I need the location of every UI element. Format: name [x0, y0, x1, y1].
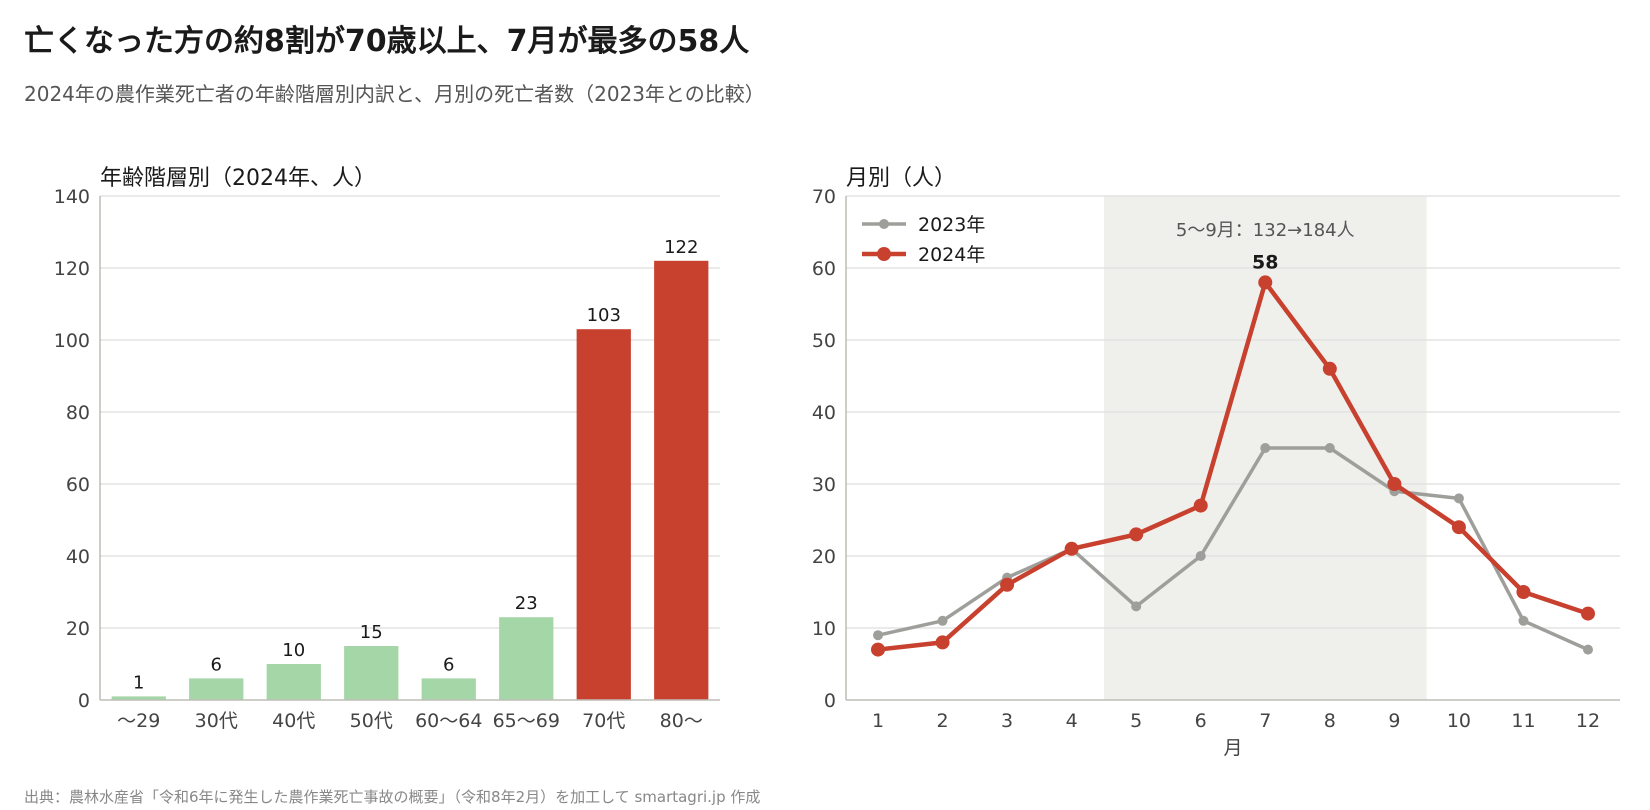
bar-3 — [266, 664, 321, 700]
series-point-2023年 — [873, 630, 883, 641]
legend-marker-2023年 — [879, 219, 889, 229]
month-panel-title: 月別（人） — [846, 166, 957, 191]
chart-subtitle: 2024年の農作業死亡者の年齢階層別内訳と、月別の死亡者数（2023年との比較） — [24, 82, 765, 106]
line-x-axis-title: 月 — [1223, 737, 1242, 759]
bar-y-tick-label: 0 — [78, 690, 90, 712]
bar-y-tick-label: 100 — [54, 330, 90, 352]
line-x-tick-label: 4 — [1066, 710, 1078, 732]
peak-annotation: 58 — [1252, 251, 1278, 273]
line-y-tick-label: 30 — [812, 474, 836, 496]
legend-label: 2024年 — [918, 244, 985, 266]
bar-y-tick-label: 60 — [66, 474, 90, 496]
line-y-tick-label: 10 — [812, 618, 836, 640]
series-point-2024年 — [935, 635, 950, 650]
legend-marker-2024年 — [877, 247, 891, 261]
bar-value-label: 6 — [211, 654, 222, 675]
shaded-season-label: 5〜9月：132→184人 — [1176, 220, 1355, 241]
bar-y-tick-label: 120 — [54, 258, 90, 280]
bar-value-label: 122 — [664, 237, 698, 258]
bar-x-tick-label: 70代 — [582, 710, 625, 732]
bar-4 — [344, 646, 399, 700]
bar-y-tick-label: 20 — [66, 618, 90, 640]
series-point-2024年 — [1516, 585, 1531, 599]
bar-x-tick-label: 60〜64 — [415, 710, 482, 732]
line-y-tick-label: 60 — [812, 258, 836, 280]
bar-x-tick-label: 〜29 — [117, 710, 160, 732]
series-point-2024年 — [1000, 577, 1015, 592]
bar-x-tick-label: 30代 — [195, 710, 238, 732]
series-point-2023年 — [937, 615, 948, 626]
line-x-tick-label: 10 — [1447, 710, 1471, 732]
series-point-2023年 — [1453, 493, 1464, 504]
legend-label: 2023年 — [918, 214, 985, 236]
bar-x-tick-label: 40代 — [272, 710, 315, 732]
series-point-2024年 — [1451, 520, 1466, 535]
bar-value-label: 103 — [587, 305, 621, 326]
bar-2 — [189, 678, 244, 700]
bar-x-tick-label: 80〜 — [660, 710, 703, 732]
line-x-tick-label: 3 — [1001, 710, 1013, 732]
series-point-2023年 — [1518, 615, 1529, 626]
line-y-tick-label: 20 — [812, 546, 836, 568]
series-point-2024年 — [1129, 527, 1144, 542]
bar-5 — [421, 678, 476, 700]
series-point-2023年 — [1131, 601, 1142, 612]
bar-value-label: 10 — [282, 640, 305, 661]
line-x-tick-label: 9 — [1388, 710, 1400, 732]
chart-title: 亡くなった方の約8割が70歳以上、7月が最多の58人 — [24, 24, 750, 59]
series-point-2024年 — [1387, 477, 1402, 491]
series-point-2024年 — [1581, 606, 1595, 621]
bar-y-tick-label: 140 — [54, 186, 90, 208]
bar-1 — [111, 696, 166, 700]
bar-value-label: 1 — [133, 672, 144, 693]
bar-y-tick-label: 80 — [66, 402, 90, 424]
line-x-tick-label: 2 — [936, 710, 948, 732]
source-footer: 出典：農林水産省「令和6年に発生した農作業死亡事故の概要」（令和8年2月）を加工… — [24, 788, 761, 806]
bar-value-label: 6 — [443, 654, 454, 675]
line-x-tick-label: 1 — [872, 710, 884, 732]
line-x-tick-label: 12 — [1576, 710, 1600, 732]
series-point-2024年 — [1064, 541, 1079, 556]
bar-6 — [499, 617, 554, 700]
series-point-2023年 — [1583, 644, 1593, 655]
series-point-2023年 — [1324, 443, 1335, 453]
line-y-tick-label: 50 — [812, 330, 836, 352]
series-point-2024年 — [1258, 275, 1273, 290]
age-panel-title: 年齢階層別（2024年、人） — [100, 166, 376, 191]
bar-x-tick-label: 50代 — [350, 710, 393, 732]
line-x-tick-label: 11 — [1511, 710, 1535, 732]
series-point-2023年 — [1195, 551, 1206, 561]
line-y-tick-label: 40 — [812, 402, 836, 424]
line-y-tick-label: 0 — [824, 690, 836, 712]
line-x-tick-label: 6 — [1195, 710, 1207, 732]
bar-x-tick-label: 65〜69 — [493, 710, 560, 732]
line-x-tick-label: 7 — [1259, 710, 1271, 732]
series-line-2024年 — [877, 280, 1589, 652]
series-point-2023年 — [1260, 443, 1271, 453]
series-line-2023年 — [877, 446, 1589, 652]
bar-7 — [576, 329, 631, 700]
bar-value-label: 23 — [515, 593, 538, 614]
line-x-tick-label: 5 — [1130, 710, 1142, 732]
series-point-2024年 — [871, 642, 885, 657]
bar-8 — [654, 260, 709, 700]
line-y-tick-label: 70 — [812, 186, 836, 208]
bar-y-tick-label: 40 — [66, 546, 90, 568]
line-x-tick-label: 8 — [1324, 710, 1336, 732]
series-point-2024年 — [1322, 361, 1337, 376]
series-point-2024年 — [1193, 498, 1208, 513]
bar-value-label: 15 — [360, 622, 383, 643]
